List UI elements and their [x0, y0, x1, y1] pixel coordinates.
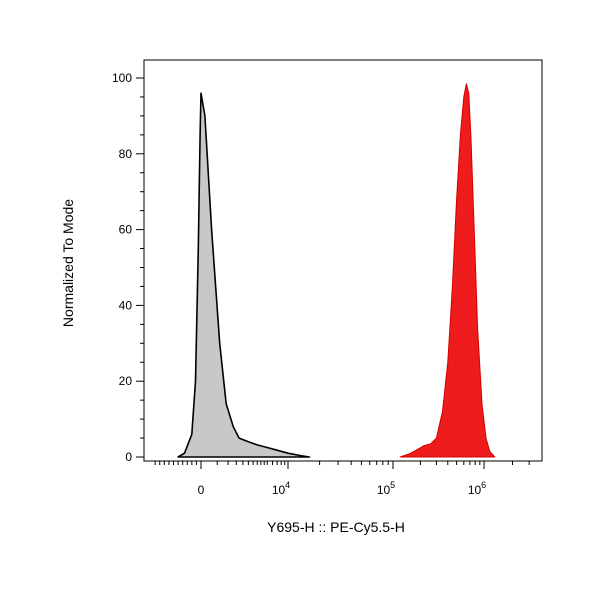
histogram-series-2: [399, 83, 496, 458]
x-axis-title: Y695-H :: PE-Cy5.5-H: [267, 519, 405, 535]
x-tick-label: 105: [377, 480, 395, 497]
y-tick-label: 40: [119, 298, 133, 312]
plot-frame: [143, 59, 543, 462]
histogram-series-1: [177, 92, 311, 458]
axes-layer: 0 20 40 60 80 100 0 104 105 106: [112, 59, 543, 497]
y-axis-title: Normalized To Mode: [60, 199, 76, 327]
x-tick-label: 104: [272, 480, 290, 497]
x-tick-label: 0: [198, 483, 205, 497]
y-tick-label: 100: [112, 71, 132, 85]
x-axis: 0 104 105 106: [154, 461, 530, 497]
y-tick-label: 60: [119, 223, 133, 237]
y-tick-label: 80: [119, 147, 133, 161]
series-layer: [177, 83, 496, 458]
y-tick-label: 20: [119, 374, 133, 388]
y-tick-label: 0: [125, 450, 132, 464]
y-axis: 0 20 40 60 80 100: [112, 71, 144, 464]
x-tick-label: 106: [468, 480, 486, 497]
